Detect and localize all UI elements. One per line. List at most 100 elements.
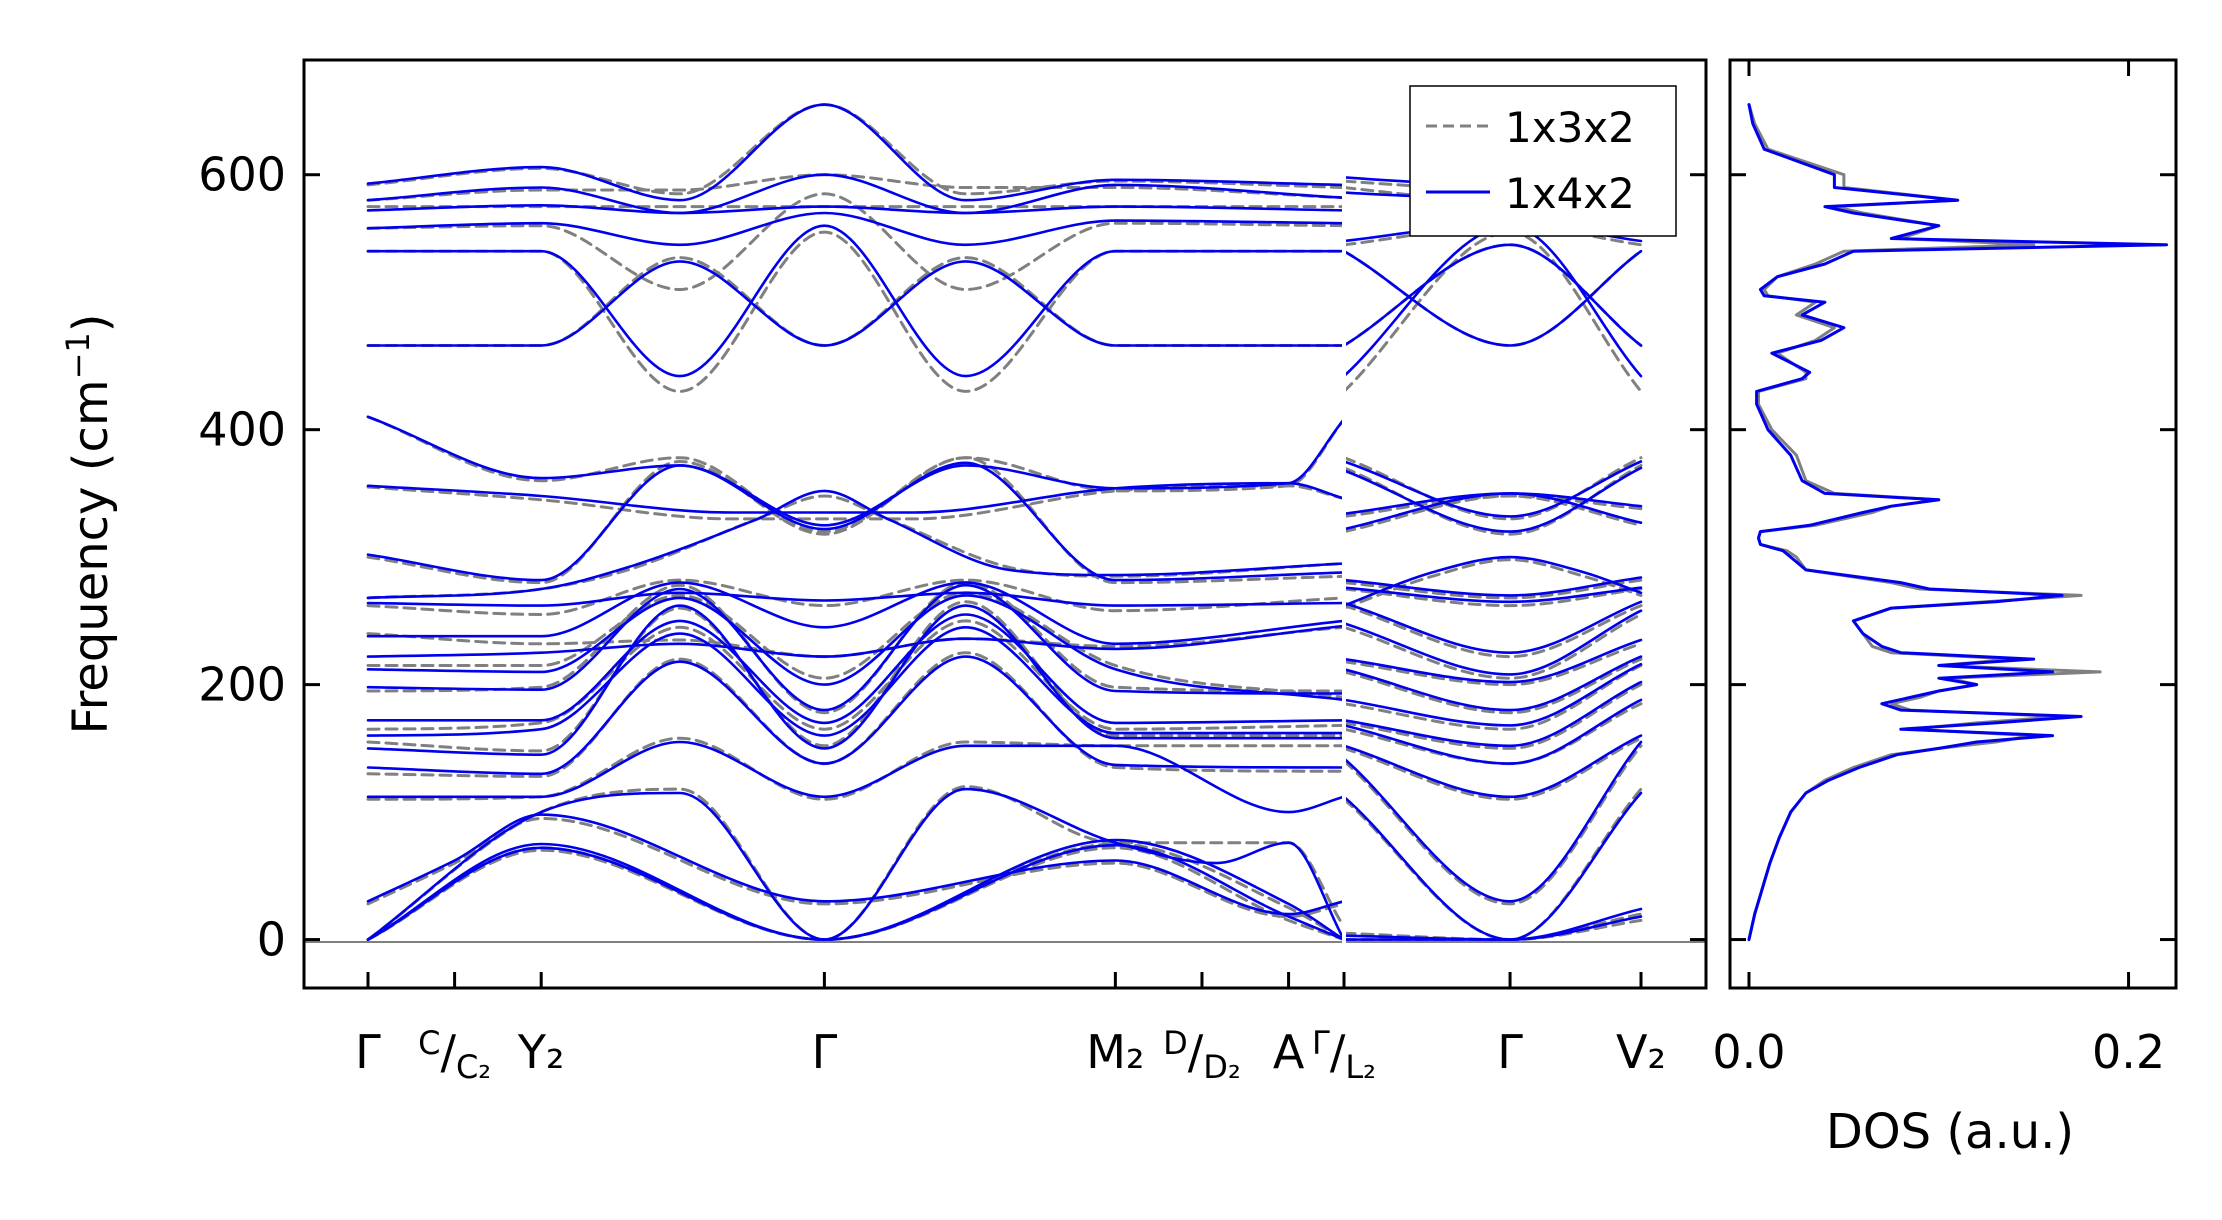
band-1x3x2-9: [366, 581, 1346, 715]
k-label-1: C/C₂: [418, 1024, 491, 1086]
dos-y-ticks: [1730, 173, 2176, 942]
k-label-4: M₂: [1086, 1025, 1144, 1079]
dos-line-1x4x2: [1747, 103, 2168, 942]
band-1x4x2-13: [366, 581, 1346, 646]
dos-panel: 0.0 0.2 DOS (a.u.): [1712, 58, 2178, 1160]
band-1x3x2-27: [1342, 736, 1643, 801]
band-1x4x2-20: [366, 224, 1346, 378]
band-x-axis: Γ C/C₂ Y₂ Γ M₂ D/D₂ A Γ/L₂ Γ V₂: [355, 972, 1666, 1086]
band-y-axis-label: Frequency (cm−1): [59, 313, 119, 734]
dos-x-tick-label-0: 0.0: [1712, 1025, 1785, 1079]
band-1x3x2-12: [366, 578, 1346, 616]
band-1x4x2-16: [366, 461, 1346, 582]
band-1x4x2-33: [1342, 655, 1643, 712]
k-label-1-sup: C: [418, 1024, 440, 1062]
band-y-axis: 0 200 400 600: [198, 148, 1706, 967]
band-1x4x2-8: [366, 626, 1346, 737]
y-tick-label-600: 600: [198, 148, 286, 202]
band-1x4x2-5: [366, 740, 1346, 814]
band-1x3x2-35: [1342, 587, 1643, 608]
band-1x4x2-32: [1342, 662, 1643, 727]
k-label-6: A: [1273, 1025, 1305, 1079]
band-1x4x2-40: [1342, 466, 1643, 533]
band-1x4x2-7: [366, 604, 1346, 756]
band-1x4x2-30: [1342, 698, 1643, 765]
band-1x4x2-28: [1342, 740, 1643, 903]
band-1x4x2-3: [366, 787, 1346, 941]
legend: 1x3x2 1x4x2: [1409, 85, 1677, 237]
band-1x4x2-39: [1342, 555, 1643, 607]
band-1x3x2-4: [366, 817, 1346, 919]
k-label-9: V₂: [1616, 1025, 1666, 1079]
k-label-5-sup: D: [1163, 1024, 1188, 1062]
y-tick-label-400: 400: [198, 403, 286, 457]
band-1x3x2-32: [1342, 642, 1643, 687]
band-1x4x2-19: [366, 260, 1346, 347]
k-label-5: D/D₂: [1163, 1024, 1241, 1086]
band-1x4x2-24: [366, 103, 1346, 202]
band-1x4x2-11: [366, 594, 1346, 702]
dos-frame: [1728, 58, 2178, 990]
band-1x4x2-31: [1342, 680, 1643, 748]
band-1x3x2-19: [366, 192, 1346, 291]
k-label-1-slash: /: [440, 1025, 456, 1079]
k-label-0: Γ: [355, 1025, 381, 1079]
band-1x3x2-8: [366, 619, 1346, 731]
legend-label-1x3x2: 1x3x2: [1505, 103, 1635, 152]
k-label-1-sub: C₂: [456, 1048, 491, 1086]
band-1x4x2-12: [366, 624, 1346, 658]
k-label-7-sup: Γ: [1312, 1024, 1330, 1062]
k-label-2: Y₂: [517, 1025, 565, 1079]
y-tick-label-0: 0: [257, 913, 286, 967]
band-1x4x2-23: [366, 173, 1346, 215]
band-1x4x2-41: [1342, 460, 1643, 518]
k-label-7-sub: L₂: [1345, 1048, 1376, 1086]
legend-label-1x4x2: 1x4x2: [1505, 169, 1635, 218]
band-1x4x2-14: [366, 591, 1346, 607]
band-1x4x2-18: [366, 415, 1346, 527]
band-1x3x2-31: [1342, 657, 1643, 715]
legend-frame: [1409, 85, 1677, 237]
band-1x4x2-2: [366, 838, 1346, 941]
band-1x3x2-26: [1342, 744, 1643, 906]
band-1x4x2-15: [366, 489, 1346, 600]
band-1x4x2-4: [366, 813, 1346, 916]
band-1x3x2-18: [366, 230, 1346, 393]
band-1x4x2-34: [1342, 638, 1643, 684]
band-1x4x2-35: [1342, 609, 1643, 676]
band-1x4x2-27: [1342, 791, 1643, 941]
k-label-7: Γ/L₂: [1312, 1024, 1376, 1086]
band-1x4x2-43: [1342, 492, 1643, 531]
band-1x3x2-17: [366, 256, 1346, 348]
k-label-5-slash: /: [1188, 1025, 1204, 1079]
band-1x3x2-33: [1342, 613, 1643, 680]
band-1x4x2-22: [366, 204, 1346, 215]
band-1x4x2-45: [1342, 243, 1643, 347]
k-label-8: Γ: [1497, 1025, 1523, 1079]
k-label-7-slash: /: [1330, 1025, 1346, 1079]
dos-x-axis-label: DOS (a.u.): [1826, 1104, 2074, 1160]
band-1x3x2-34: [1342, 604, 1643, 659]
band-1x4x2-37: [1342, 586, 1643, 604]
y-axis-label-sup: −1: [59, 332, 97, 379]
band-1x4x2-46: [1342, 249, 1643, 347]
band-1x4x2-29: [1342, 734, 1643, 799]
band-1x3x2-44: [1342, 249, 1643, 347]
band-1x3x2-36: [1342, 578, 1643, 600]
band-structure-frame: [302, 58, 1708, 990]
y-axis-label-close: ): [63, 313, 119, 332]
band-1x4x2-6: [366, 655, 1346, 776]
k-label-3: Γ: [812, 1025, 838, 1079]
k-label-5-sub: D₂: [1203, 1048, 1240, 1086]
band-1x4x2-36: [1342, 600, 1643, 654]
dos-x-tick-label-1: 0.2: [2092, 1025, 2165, 1079]
band-1x3x2-11: [366, 625, 1346, 659]
y-tick-label-200: 200: [198, 658, 286, 712]
band-1x3x2-30: [1342, 664, 1643, 731]
band-1x3x2-7: [366, 600, 1346, 753]
band-1x3x2-41: [1342, 494, 1643, 534]
band-1x4x2-21: [366, 211, 1346, 247]
band-1x3x2-29: [1342, 683, 1643, 750]
